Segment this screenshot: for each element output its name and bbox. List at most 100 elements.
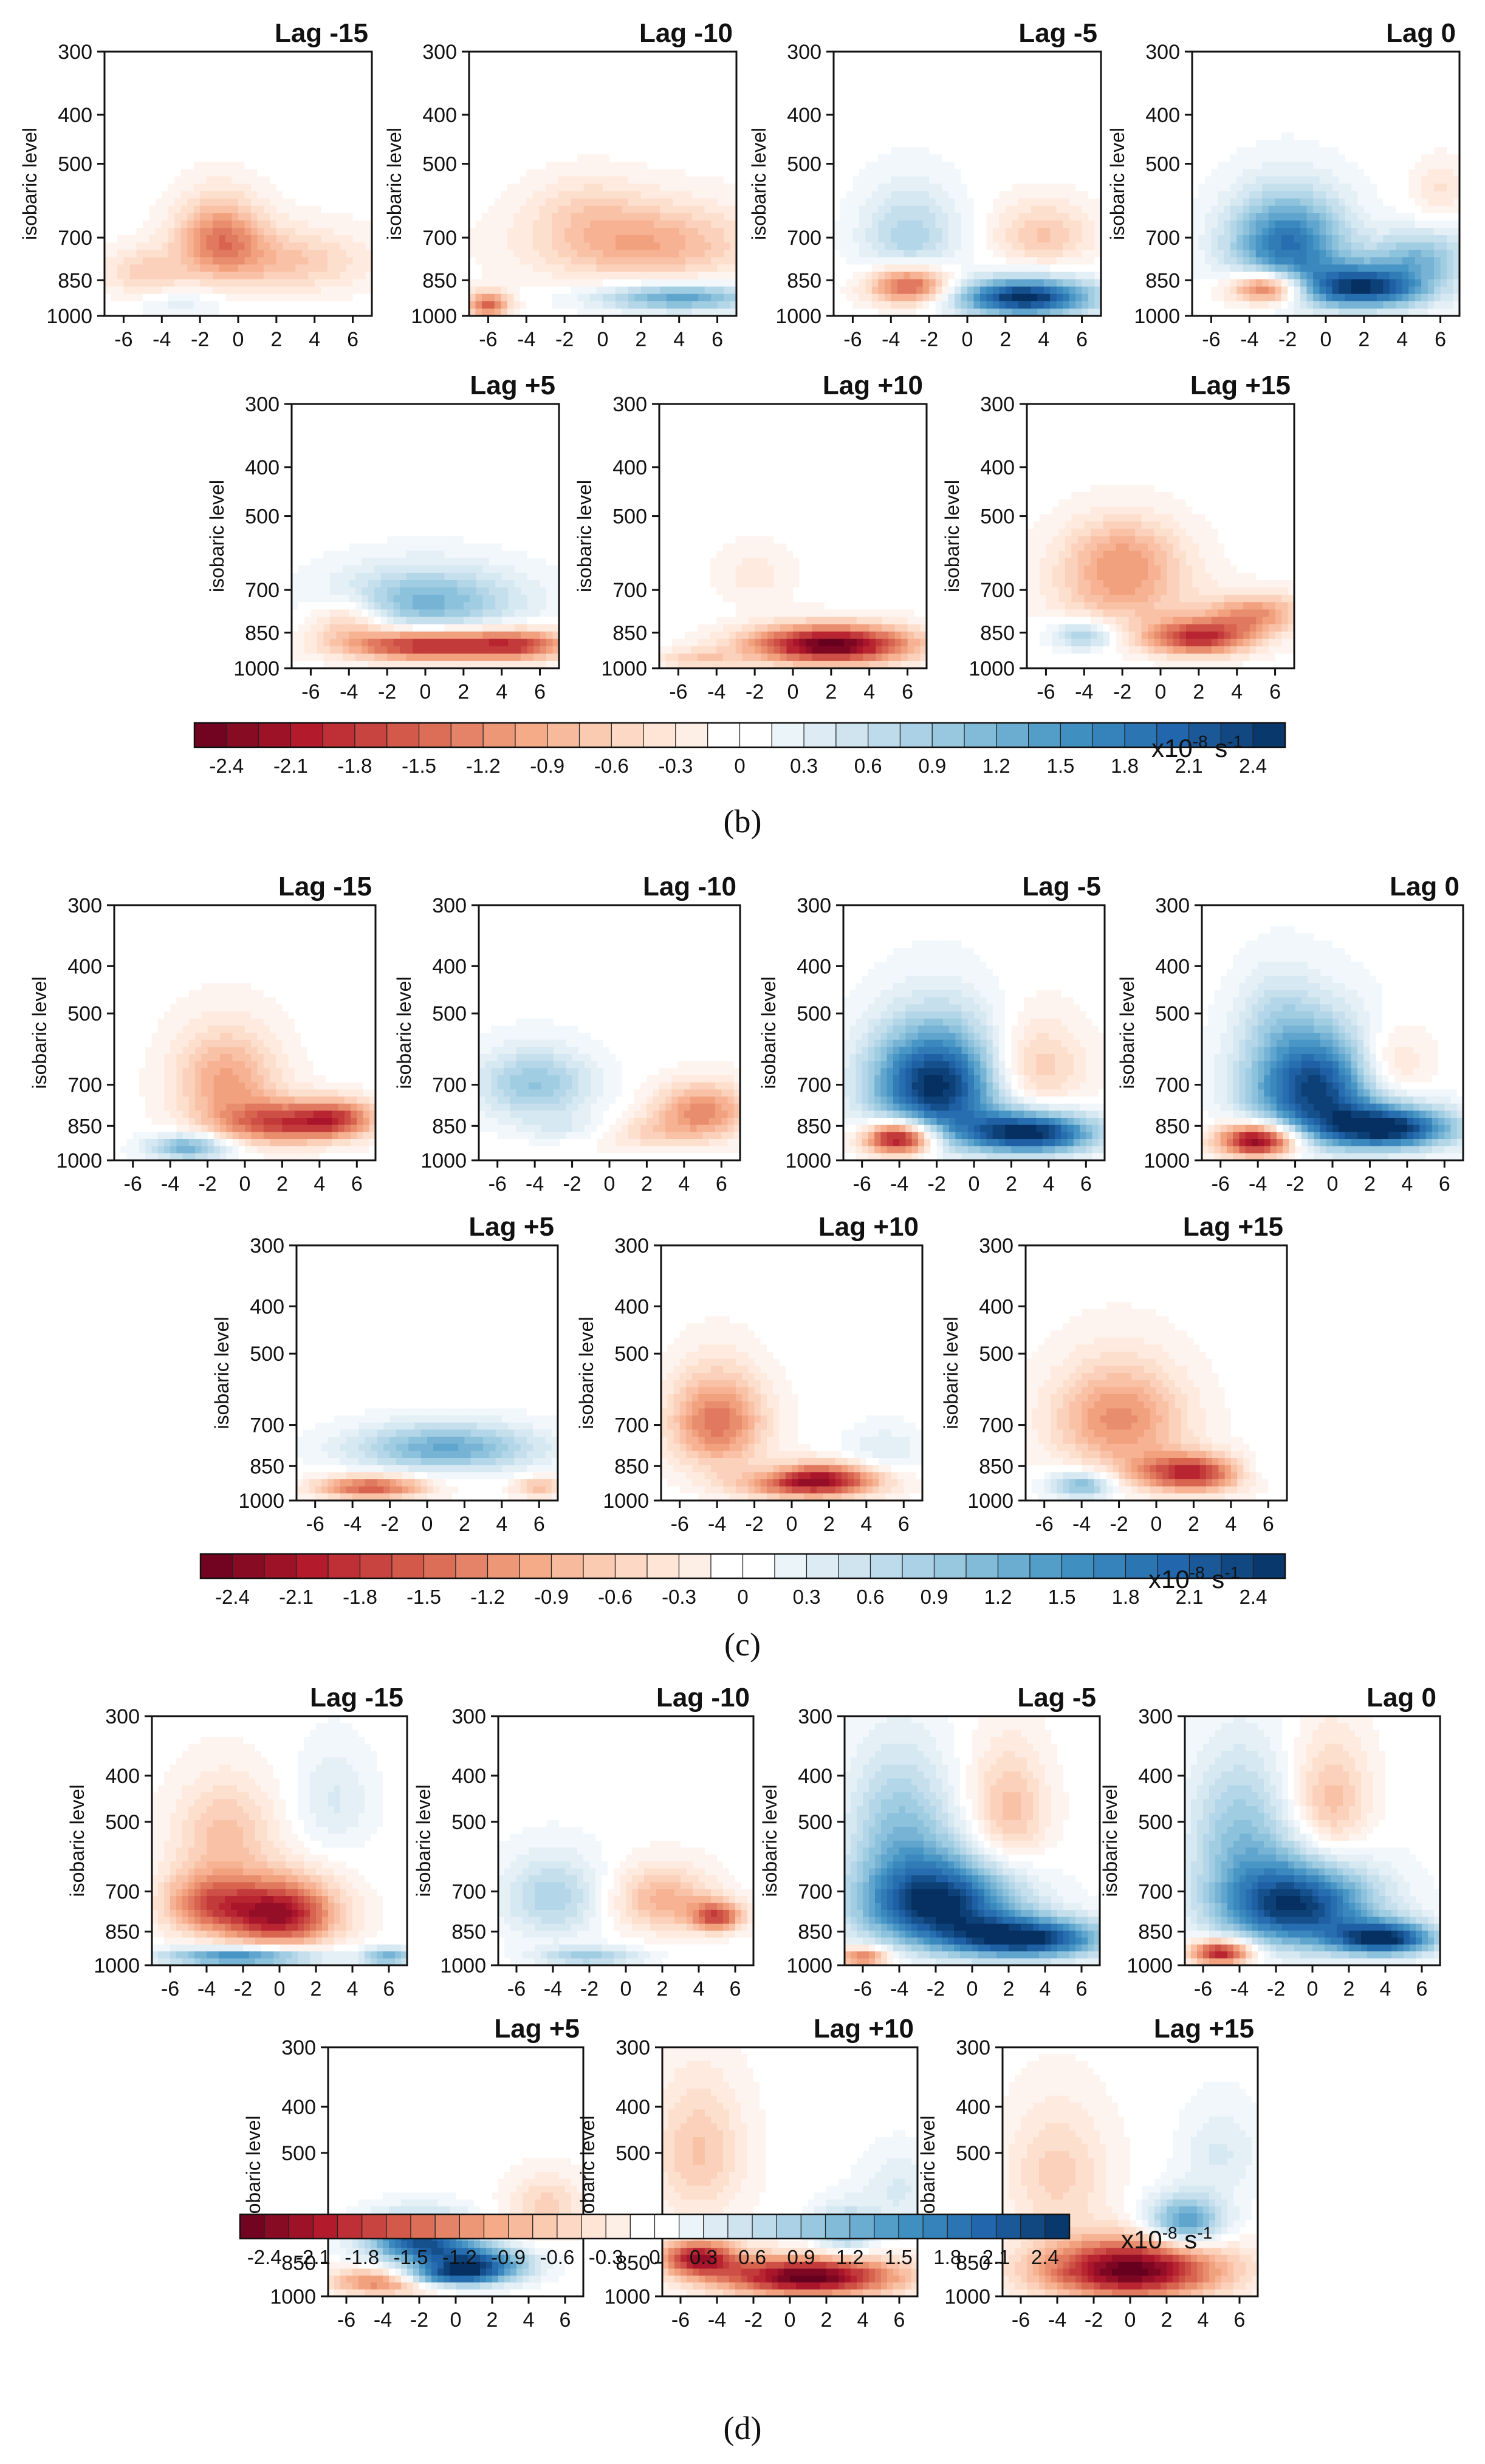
- heatmap-cell: [334, 96, 340, 104]
- heatmap-cell: [156, 154, 162, 162]
- heatmap-cell: [597, 176, 603, 184]
- heatmap-cell: [973, 66, 980, 74]
- heatmap-cell: [353, 272, 360, 280]
- heatmap-cell: [1031, 279, 1038, 287]
- heatmap-cell: [213, 169, 219, 177]
- heatmap-cell: [1069, 184, 1076, 192]
- heatmap-cell: [340, 147, 347, 155]
- heatmap-cell: [213, 162, 219, 169]
- heatmap-cell: [885, 140, 891, 148]
- heatmap-cell: [533, 74, 540, 81]
- heatmap-cell: [916, 191, 923, 199]
- heatmap-cell: [520, 88, 527, 96]
- heatmap-cell: [149, 191, 156, 199]
- heatmap-cell: [679, 294, 686, 302]
- heatmap-cell: [552, 213, 558, 221]
- heatmap-cell: [628, 279, 635, 287]
- heatmap-cell: [289, 176, 296, 184]
- heatmap-cell: [1307, 81, 1314, 89]
- heatmap-cell: [207, 221, 213, 228]
- heatmap-cell: [685, 199, 692, 207]
- heatmap-cell: [1300, 59, 1307, 67]
- heatmap-cell: [1218, 66, 1224, 74]
- heatmap-cell: [1024, 52, 1031, 60]
- heatmap-cell: [1006, 213, 1012, 221]
- heatmap-cell: [1031, 125, 1038, 133]
- heatmap-cell: [1057, 242, 1063, 250]
- heatmap-cell: [1063, 111, 1069, 118]
- heatmap-cell: [213, 199, 219, 207]
- heatmap-cell: [955, 169, 961, 177]
- heatmap-cell: [302, 52, 309, 60]
- heatmap-cell: [495, 118, 501, 126]
- heatmap-cell: [123, 250, 130, 258]
- heatmap-cell: [724, 88, 730, 96]
- heatmap-cell: [948, 74, 955, 81]
- heatmap-cell: [571, 81, 578, 89]
- heatmap-cell: [1024, 242, 1031, 250]
- heatmap-cell: [948, 228, 955, 236]
- heatmap-cell: [251, 169, 258, 177]
- heatmap-cell: [315, 279, 321, 287]
- heatmap-cell: [590, 88, 597, 96]
- heatmap-cell: [251, 206, 258, 214]
- heatmap-cell: [622, 103, 628, 111]
- heatmap-cell: [711, 250, 718, 258]
- heatmap-cell: [616, 294, 622, 302]
- heatmap-cell: [105, 103, 111, 111]
- heatmap-cell: [359, 221, 366, 228]
- heatmap-cell: [622, 74, 628, 81]
- heatmap-cell: [923, 257, 930, 265]
- heatmap-cell: [711, 88, 718, 96]
- heatmap-cell: [359, 81, 366, 89]
- heatmap-cell: [526, 59, 533, 67]
- heatmap-cell: [724, 184, 730, 192]
- heatmap-cell: [1044, 154, 1051, 162]
- heatmap-cell: [162, 118, 168, 126]
- heatmap-cell: [552, 140, 558, 148]
- heatmap-cell: [897, 250, 904, 258]
- heatmap-cell: [295, 154, 302, 162]
- heatmap-cell: [495, 257, 501, 265]
- heatmap-cell: [526, 191, 533, 199]
- heatmap-cell: [244, 301, 251, 309]
- heatmap-cell: [1294, 88, 1301, 96]
- heatmap-cell: [162, 301, 168, 309]
- heatmap-cell: [194, 147, 201, 155]
- heatmap-cell: [174, 140, 181, 148]
- heatmap-cell: [929, 125, 936, 133]
- heatmap-cell: [852, 74, 859, 81]
- heatmap-cell: [1037, 103, 1044, 111]
- heatmap-cell: [980, 66, 987, 74]
- heatmap-cell: [1031, 250, 1038, 258]
- heatmap-cell: [321, 111, 328, 118]
- y-tick-label: 300: [422, 41, 457, 64]
- heatmap-cell: [283, 242, 289, 250]
- heatmap-cell: [181, 118, 188, 126]
- heatmap-cell: [149, 111, 156, 118]
- heatmap-cell: [1332, 74, 1339, 81]
- heatmap-cell: [1057, 294, 1063, 302]
- heatmap-cell: [916, 287, 923, 295]
- heatmap-cell: [999, 206, 1006, 214]
- heatmap-cell: [539, 169, 546, 177]
- heatmap-cell: [859, 154, 866, 162]
- heatmap-cell: [942, 52, 948, 60]
- heatmap-cell: [641, 235, 648, 243]
- heatmap-cell: [1044, 176, 1051, 184]
- heatmap-cell: [955, 235, 961, 243]
- heatmap-cell: [1357, 66, 1364, 74]
- heatmap-cell: [123, 66, 130, 74]
- heatmap-cell: [181, 140, 188, 148]
- heatmap-cell: [270, 147, 276, 155]
- heatmap-cell: [967, 184, 974, 192]
- heatmap-cell: [878, 213, 885, 221]
- heatmap-cell: [207, 66, 213, 74]
- heatmap-cell: [597, 199, 603, 207]
- heatmap-cell: [1377, 96, 1384, 104]
- heatmap-cell: [232, 103, 239, 111]
- heatmap-cell: [1088, 118, 1095, 126]
- heatmap-cell: [711, 74, 718, 81]
- heatmap-cell: [577, 294, 584, 302]
- heatmap-cell: [840, 88, 846, 96]
